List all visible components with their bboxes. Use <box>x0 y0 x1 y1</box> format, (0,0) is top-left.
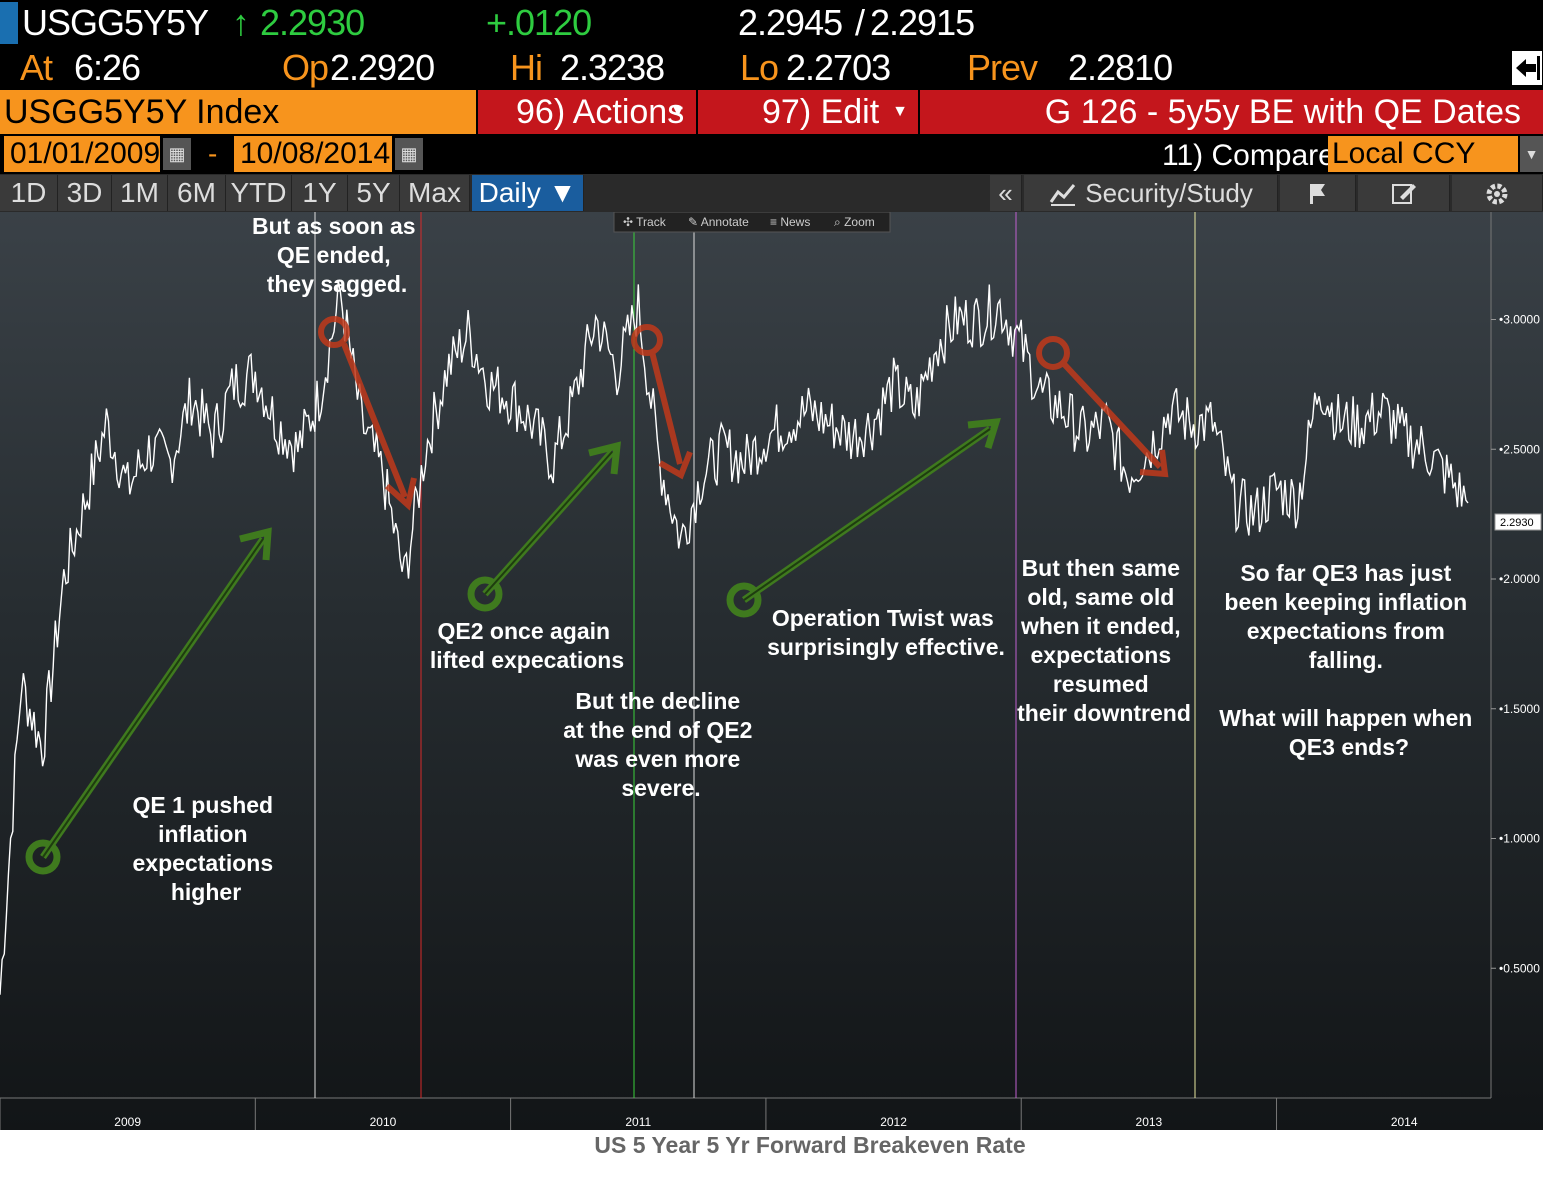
qe1-end-arrow <box>318 316 417 511</box>
chart-caption: US 5 Year 5 Yr Forward Breakeven Rate <box>594 1132 1026 1158</box>
last-price: 2.2930 <box>260 2 365 43</box>
time-label: At <box>20 47 53 88</box>
calendar-icon[interactable]: ▦ <box>395 138 423 170</box>
ticker-marker <box>0 2 18 44</box>
date-separator: - <box>208 138 218 169</box>
start-date-field[interactable]: 01/01/2009 <box>4 136 160 172</box>
compare-button[interactable]: 11) Compare <box>1162 139 1335 172</box>
collapse-button[interactable]: « <box>990 175 1022 211</box>
annotation-qe1-end: But as soon as QE ended, they sagged. <box>252 213 422 297</box>
security-name[interactable]: USGG5Y5Y Index <box>0 90 476 134</box>
tab-5y[interactable]: 5Y <box>348 175 400 211</box>
qe2-end-arrow <box>631 324 693 480</box>
gear-icon[interactable] <box>1452 175 1543 211</box>
exit-icon[interactable] <box>1512 51 1542 85</box>
x-axis-ticks: 2009 2010 2011 2012 2013 2014 <box>0 1098 1418 1130</box>
y-tick-label: •2.5000 <box>1499 442 1540 456</box>
up-arrow-icon: ↑ <box>232 2 250 43</box>
news-button[interactable]: ≡ News <box>770 215 810 229</box>
high-value: 2.3238 <box>560 47 665 88</box>
date-range-bar: 01/01/2009 ▦ - 10/08/2014 ▦ 11) Compare … <box>0 136 1543 174</box>
annotation-qe1: QE 1 pushed inflation expectations highe… <box>133 792 280 905</box>
track-button[interactable]: ✣ Track <box>623 215 667 229</box>
open-value: 2.2920 <box>330 47 435 88</box>
actions-label: 96) Actions <box>516 93 685 131</box>
chevron-down-icon[interactable]: ▼ <box>1520 136 1543 172</box>
annotations: QE 1 pushed inflation expectations highe… <box>133 213 1478 905</box>
command-bar: USGG5Y5Y Index 96) Actions ▼ 97) Edit ▼ G … <box>0 90 1543 134</box>
quote-bar: USGG5Y5Y ↑ 2.2930 +.0120 2.2945 / 2.2915 <box>0 0 1543 45</box>
ohlc-bar: At 6:26 Op 2.2920 Hi 2.3238 Lo 2.2703 Pr… <box>0 45 1543 89</box>
tab-1d[interactable]: 1D <box>0 175 58 211</box>
tab-max[interactable]: Max <box>400 175 470 211</box>
chart-icon <box>1049 184 1076 206</box>
footer <box>0 1130 1543 1180</box>
actions-button[interactable]: 96) Actions ▼ <box>478 90 696 134</box>
mini-toolbar: ✣ Track ✎ Annotate ≡ News ⌕ Zoom <box>613 211 891 233</box>
tab-ytd[interactable]: YTD <box>226 175 292 211</box>
last-value-marker: 2.2930 <box>1494 513 1542 531</box>
last-value-label: 2.2930 <box>1500 517 1534 529</box>
currency-select[interactable]: Local CCY <box>1328 136 1518 172</box>
chevron-down-icon: ▼ <box>670 103 686 120</box>
open-label: Op <box>282 47 329 88</box>
x-tick-label: 2010 <box>370 1115 397 1129</box>
x-tick-label: 2014 <box>1391 1115 1418 1129</box>
high-label: Hi <box>510 47 543 88</box>
tab-6m[interactable]: 6M <box>168 175 226 211</box>
period-tabs-bar: 1D 3D 1M 6M YTD 1Y 5Y Max Daily ▼ « Secu… <box>0 174 1543 212</box>
ask-price: 2.2915 <box>870 2 975 43</box>
chart-area[interactable]: ✣ Track ✎ Annotate ≡ News ⌕ Zoom •0.5000… <box>0 211 1543 1130</box>
annotation-twist: Operation Twist was surprisingly effecti… <box>767 605 1005 660</box>
annotation-qe3: So far QE3 has just been keeping inflati… <box>1219 560 1478 760</box>
series-line <box>0 280 1469 995</box>
tab-1m[interactable]: 1M <box>112 175 168 211</box>
y-tick-label: •3.0000 <box>1499 313 1540 327</box>
tab-3d[interactable]: 3D <box>58 175 112 211</box>
annotation-qe2-end: But the decline at the end of QE2 was ev… <box>563 688 759 801</box>
frequency-select[interactable]: Daily ▼ <box>472 175 584 211</box>
end-date-field[interactable]: 10/08/2014 <box>234 136 392 172</box>
chevron-down-icon: ▼ <box>892 103 908 120</box>
edit-button[interactable]: 97) Edit ▼ <box>698 90 918 134</box>
chart-title: G 126 - 5y5y BE with QE Dates <box>920 90 1543 134</box>
flag-icon[interactable] <box>1280 175 1356 211</box>
x-tick-label: 2012 <box>880 1115 907 1129</box>
low-value: 2.2703 <box>786 47 891 88</box>
twist-end-arrow <box>1036 336 1169 478</box>
tab-1y[interactable]: 1Y <box>292 175 348 211</box>
y-tick-label: •2.0000 <box>1499 572 1540 586</box>
bid-ask-separator: / <box>855 2 865 43</box>
security-study-button[interactable]: Security/Study <box>1024 175 1278 211</box>
calendar-icon[interactable]: ▦ <box>163 138 191 170</box>
security-study-label: Security/Study <box>1085 178 1253 208</box>
edit-label: 97) Edit <box>762 93 880 131</box>
zoom-button[interactable]: ⌕ Zoom <box>834 215 875 229</box>
x-tick-label: 2013 <box>1136 1115 1163 1129</box>
annotate-button[interactable]: ✎ Annotate <box>688 215 749 229</box>
x-tick-label: 2011 <box>625 1115 651 1129</box>
annotation-qe2: QE2 once again lifted expecations <box>430 618 624 673</box>
chart-svg[interactable]: ✣ Track ✎ Annotate ≡ News ⌕ Zoom •0.5000… <box>0 211 1543 1130</box>
x-tick-label: 2009 <box>114 1115 141 1129</box>
y-axis-ticks: •0.5000 •1.0000 •1.5000 •2.0000 •2.5000 •3.00… <box>1491 313 1540 975</box>
edit-icon[interactable] <box>1358 175 1450 211</box>
annotation-twist-end: But then same old, same old when it ende… <box>1017 555 1191 726</box>
y-tick-label: •1.0000 <box>1499 832 1540 846</box>
bid-price: 2.2945 <box>738 2 843 43</box>
net-change: +.0120 <box>486 2 592 43</box>
low-label: Lo <box>740 47 779 88</box>
y-tick-label: •0.5000 <box>1499 961 1540 975</box>
prev-label: Prev <box>967 47 1038 88</box>
y-tick-label: •1.5000 <box>1499 702 1540 716</box>
time-value: 6:26 <box>74 47 141 88</box>
ticker-symbol: USGG5Y5Y <box>22 2 209 43</box>
prev-value: 2.2810 <box>1068 47 1173 88</box>
red-arrows <box>318 316 1169 511</box>
